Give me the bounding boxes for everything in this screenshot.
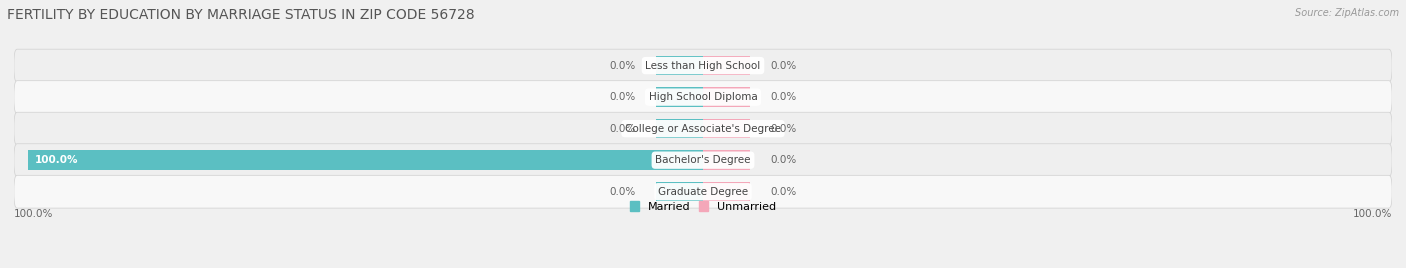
Bar [655,87,703,107]
Text: 0.0%: 0.0% [770,61,797,70]
FancyBboxPatch shape [14,112,1392,145]
Text: 0.0%: 0.0% [609,61,636,70]
Text: Source: ZipAtlas.com: Source: ZipAtlas.com [1295,8,1399,18]
Bar [28,150,703,170]
Text: 0.0%: 0.0% [770,92,797,102]
Text: 100.0%: 100.0% [14,209,53,219]
Bar [655,182,703,202]
FancyBboxPatch shape [14,144,1392,177]
Text: Bachelor's Degree: Bachelor's Degree [655,155,751,165]
Bar [703,182,751,202]
Text: Less than High School: Less than High School [645,61,761,70]
FancyBboxPatch shape [14,81,1392,114]
Bar [703,119,751,138]
Bar [655,56,703,75]
Text: 0.0%: 0.0% [770,155,797,165]
Text: High School Diploma: High School Diploma [648,92,758,102]
Text: 0.0%: 0.0% [609,92,636,102]
Legend: Married, Unmarried: Married, Unmarried [626,197,780,216]
Text: 0.0%: 0.0% [770,124,797,134]
FancyBboxPatch shape [14,175,1392,208]
Bar [703,56,751,75]
Text: Graduate Degree: Graduate Degree [658,187,748,197]
Text: 0.0%: 0.0% [609,187,636,197]
Text: 0.0%: 0.0% [609,124,636,134]
Bar [703,150,751,170]
Text: 100.0%: 100.0% [1353,209,1392,219]
Text: 0.0%: 0.0% [770,187,797,197]
FancyBboxPatch shape [14,49,1392,82]
Text: 100.0%: 100.0% [34,155,77,165]
Bar [703,87,751,107]
Bar [655,119,703,138]
Text: FERTILITY BY EDUCATION BY MARRIAGE STATUS IN ZIP CODE 56728: FERTILITY BY EDUCATION BY MARRIAGE STATU… [7,8,475,22]
Text: College or Associate's Degree: College or Associate's Degree [626,124,780,134]
